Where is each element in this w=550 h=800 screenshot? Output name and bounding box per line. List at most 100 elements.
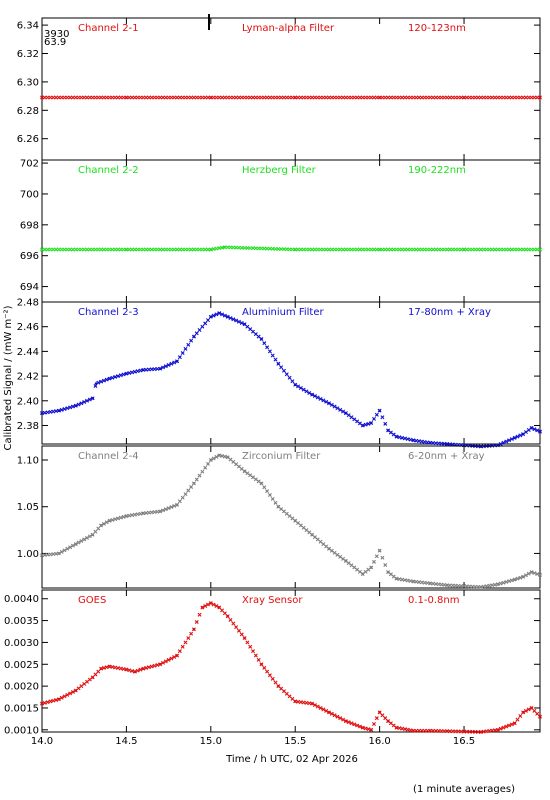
data-marker	[141, 368, 145, 372]
data-point	[408, 437, 413, 442]
data-point	[270, 353, 275, 358]
data-point	[298, 386, 303, 391]
data-point	[501, 580, 506, 585]
data-marker	[57, 409, 61, 412]
data-point	[68, 691, 73, 696]
data-point	[256, 479, 261, 484]
data-marker	[378, 549, 381, 552]
data-point	[70, 404, 75, 409]
data-point	[51, 409, 56, 414]
data-point	[234, 318, 239, 323]
data-point	[121, 514, 126, 519]
data-marker	[538, 96, 542, 99]
panel-frame	[41, 301, 541, 445]
data-point	[253, 653, 258, 658]
data-point	[222, 611, 227, 616]
panel-2: 694 696 698 700 702 Channel 2-2 Herzberg Filte…	[20, 159, 542, 303]
data-point	[498, 442, 503, 446]
data-point	[281, 368, 286, 373]
data-marker	[40, 411, 44, 415]
data-marker	[378, 409, 381, 412]
data-point	[355, 723, 360, 728]
data-point	[509, 437, 514, 442]
footnote: (1 minute averages)	[413, 784, 515, 795]
series-points	[40, 453, 542, 590]
data-point	[234, 625, 239, 630]
y-tick-label: 1.00	[17, 549, 39, 560]
y-tick-label: 698	[20, 220, 39, 231]
data-point	[256, 657, 261, 662]
data-point	[501, 725, 506, 730]
data-point	[127, 371, 132, 375]
data-point	[507, 723, 512, 728]
data-point	[118, 666, 123, 671]
data-marker	[125, 668, 128, 671]
data-point	[262, 485, 267, 490]
data-point	[146, 665, 151, 670]
data-point	[79, 401, 84, 406]
data-point	[408, 728, 413, 733]
data-point	[70, 543, 75, 548]
data-marker	[479, 585, 483, 589]
data-point	[68, 405, 73, 410]
data-point	[87, 534, 92, 539]
data-marker	[378, 711, 381, 714]
data-point	[160, 660, 165, 665]
y-tick-label: 0.0015	[4, 703, 39, 714]
data-point	[321, 707, 326, 712]
data-point	[194, 331, 199, 336]
data-point	[59, 695, 64, 700]
data-point	[138, 368, 143, 373]
data-marker	[428, 441, 432, 445]
data-point	[397, 577, 402, 582]
data-marker	[293, 383, 297, 387]
data-point	[290, 379, 295, 384]
data-point	[304, 389, 309, 394]
y-tick-label: 702	[20, 159, 39, 170]
data-marker	[192, 628, 196, 631]
data-point	[144, 665, 149, 670]
data-marker	[209, 458, 213, 462]
data-marker	[141, 667, 145, 670]
data-point	[48, 409, 53, 414]
data-point	[273, 357, 278, 362]
data-point	[82, 537, 87, 542]
data-point	[118, 515, 123, 520]
data-marker	[293, 248, 297, 251]
data-point	[189, 631, 194, 636]
data-point	[121, 372, 126, 377]
data-point	[501, 440, 506, 445]
data-point	[172, 655, 177, 659]
data-marker	[74, 542, 78, 546]
data-point	[270, 496, 275, 501]
data-point	[62, 694, 67, 699]
data-point	[85, 398, 90, 403]
data-point	[76, 402, 81, 407]
data-marker	[260, 482, 263, 485]
data-point	[332, 550, 337, 555]
data-marker	[209, 601, 213, 605]
data-point	[318, 705, 323, 710]
data-point	[318, 396, 323, 401]
data-point	[335, 552, 340, 557]
data-point	[526, 571, 531, 576]
data-point	[59, 407, 64, 412]
data-point	[518, 575, 523, 580]
data-point	[104, 377, 109, 382]
data-point	[220, 608, 225, 613]
data-point	[397, 726, 402, 731]
data-marker	[40, 96, 44, 99]
data-point	[265, 669, 270, 674]
data-point	[214, 454, 219, 459]
data-point	[236, 628, 241, 633]
data-point	[402, 436, 407, 441]
y-tick-label: 0.0010	[4, 725, 39, 736]
data-marker	[217, 454, 221, 457]
data-point	[54, 409, 59, 414]
data-point	[374, 716, 379, 721]
panel-filter-label: Xray Sensor	[242, 595, 303, 606]
data-marker	[192, 335, 196, 338]
data-point	[166, 657, 171, 662]
data-point	[535, 711, 540, 716]
data-marker	[378, 96, 381, 99]
